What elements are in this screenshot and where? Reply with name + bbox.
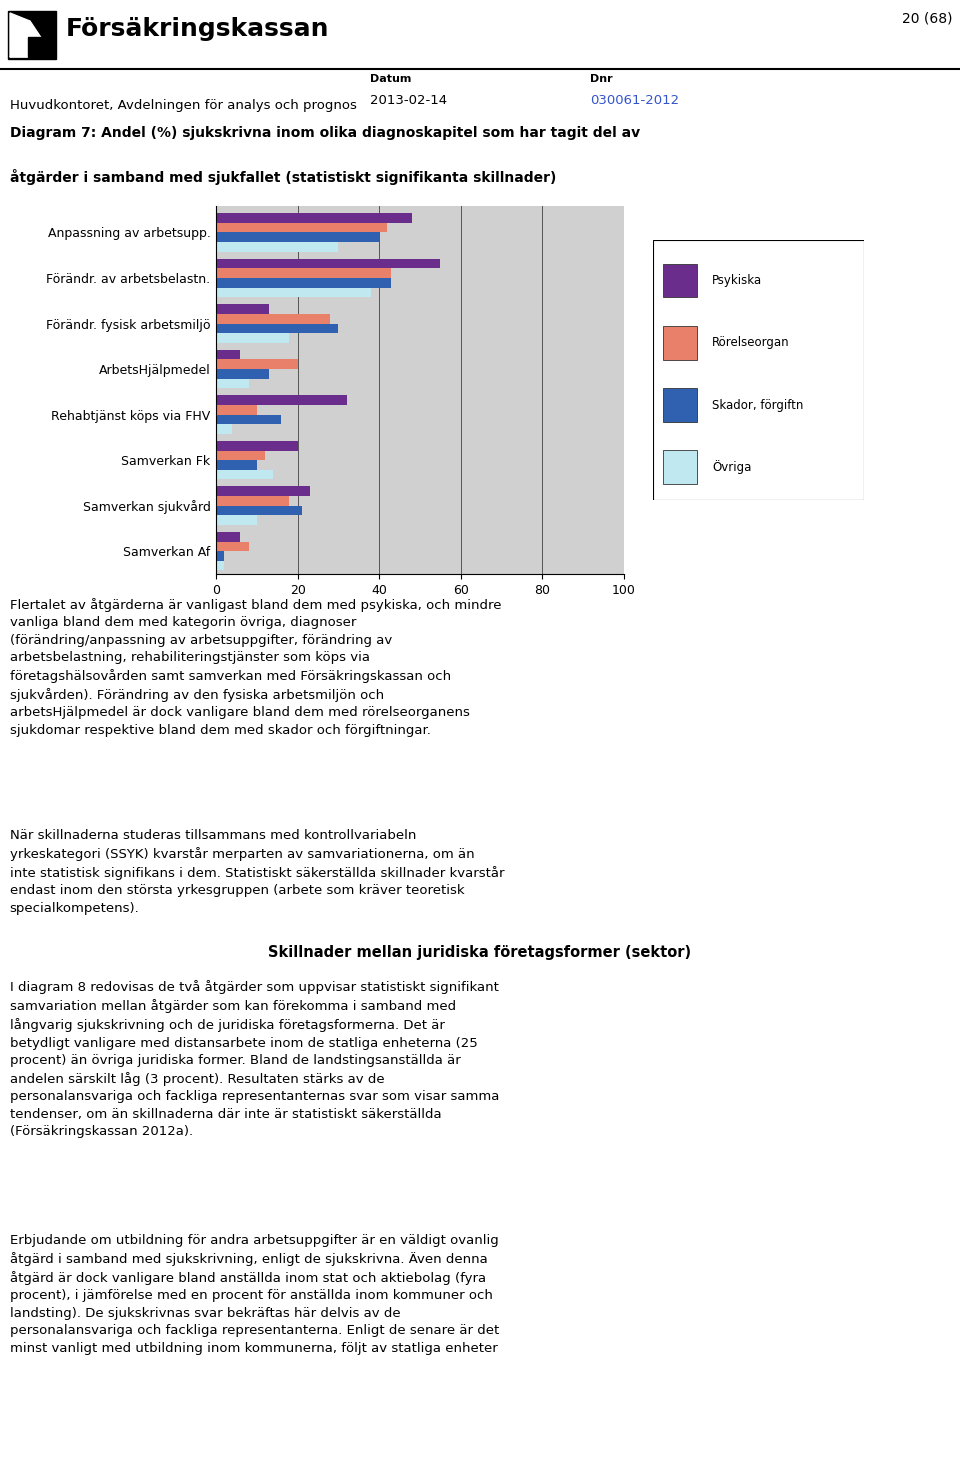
Bar [216, 552, 224, 561]
Polygon shape [10, 21, 54, 58]
Bar [216, 214, 412, 222]
Bar [216, 359, 298, 369]
Bar [216, 405, 257, 415]
Bar [216, 451, 265, 460]
Text: 2013-02-14: 2013-02-14 [370, 93, 447, 107]
Bar [216, 260, 441, 268]
Text: Dnr: Dnr [590, 74, 612, 83]
Text: När skillnaderna studeras tillsammans med kontrollvariabeln
yrkeskategori (SSYK): När skillnaderna studeras tillsammans me… [10, 829, 504, 915]
Text: åtgärder i samband med sjukfallet (statistiskt signifikanta skillnader): åtgärder i samband med sjukfallet (stati… [10, 169, 556, 185]
Bar [663, 389, 697, 421]
Bar [216, 323, 338, 334]
Polygon shape [10, 13, 30, 58]
Text: Datum: Datum [370, 74, 412, 83]
Text: Erbjudande om utbildning för andra arbetsuppgifter är en väldigt ovanlig
åtgärd : Erbjudande om utbildning för andra arbet… [10, 1234, 499, 1354]
Text: Övriga: Övriga [712, 460, 752, 475]
Bar [216, 334, 290, 343]
Bar [216, 277, 392, 288]
Bar [216, 541, 249, 552]
Bar [216, 350, 240, 359]
Bar [216, 233, 379, 242]
Bar [663, 326, 697, 359]
Bar [216, 460, 257, 470]
Bar [216, 506, 301, 515]
Bar [216, 470, 273, 479]
Bar [216, 415, 281, 424]
Bar [216, 378, 249, 389]
Text: Diagram 7: Andel (%) sjukskrivna inom olika diagnoskapitel som har tagit del av: Diagram 7: Andel (%) sjukskrivna inom ol… [10, 126, 639, 139]
Bar [216, 495, 290, 506]
Bar [216, 268, 392, 277]
Text: Flertalet av åtgärderna är vanligast bland dem med psykiska, och mindre
vanliga : Flertalet av åtgärderna är vanligast bla… [10, 598, 501, 737]
Text: 20 (68): 20 (68) [901, 10, 952, 25]
Bar [216, 532, 240, 541]
Bar [216, 515, 257, 525]
Text: Skillnader mellan juridiska företagsformer (sektor): Skillnader mellan juridiska företagsform… [269, 945, 691, 960]
Bar [216, 288, 371, 297]
Bar [216, 486, 310, 495]
Text: I diagram 8 redovisas de två åtgärder som uppvisar statistiskt signifikant
samva: I diagram 8 redovisas de två åtgärder so… [10, 980, 499, 1139]
Text: Rörelseorgan: Rörelseorgan [712, 337, 789, 350]
Bar [8, 10, 56, 59]
Text: Försäkringskassan: Försäkringskassan [66, 18, 329, 42]
Bar [216, 440, 298, 451]
Text: 030061-2012: 030061-2012 [590, 93, 679, 107]
Bar [216, 396, 347, 405]
Bar [216, 242, 338, 252]
Text: Psykiska: Psykiska [712, 274, 762, 288]
Bar [216, 222, 388, 233]
Bar [216, 369, 269, 378]
Bar [663, 451, 697, 483]
Bar [216, 561, 224, 571]
Bar [28, 37, 55, 58]
Bar [216, 424, 232, 433]
Text: Huvudkontoret, Avdelningen för analys och prognos: Huvudkontoret, Avdelningen för analys oc… [10, 99, 357, 113]
Bar [663, 264, 697, 297]
Bar [216, 314, 330, 323]
Text: Skador, förgiftn: Skador, förgiftn [712, 399, 804, 412]
Bar [216, 304, 269, 314]
